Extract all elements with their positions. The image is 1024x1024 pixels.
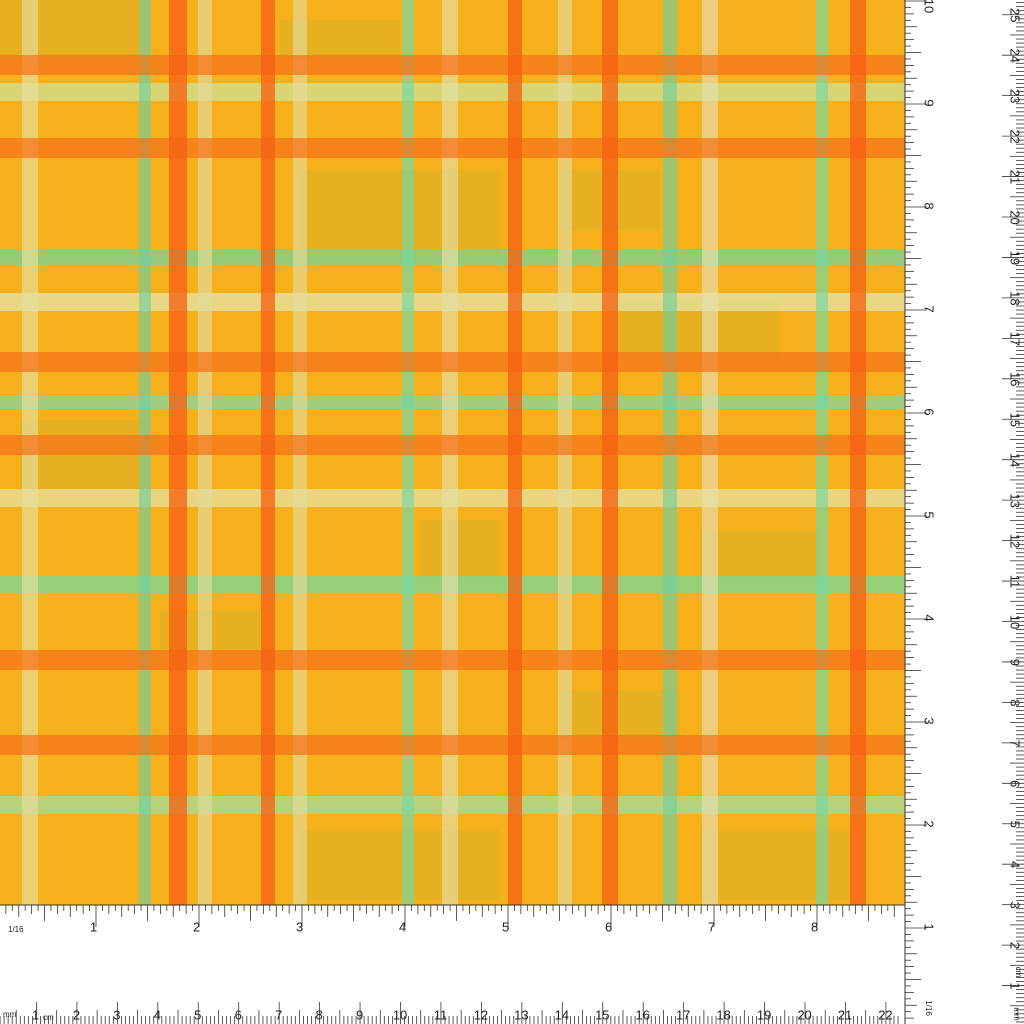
ruler-label: 7 xyxy=(275,1007,282,1022)
ruler-label: 16 xyxy=(636,1007,650,1022)
ruler-label: 5 xyxy=(502,919,509,934)
ruler-label: 2 xyxy=(193,919,200,934)
ruler-label: 14 xyxy=(1008,453,1023,467)
ruler-label: 16 xyxy=(1008,372,1023,386)
ruler-label: 22 xyxy=(878,1007,892,1022)
fabric-block xyxy=(300,830,500,900)
ruler-label: 1 xyxy=(90,919,97,934)
ruler-label: 3 xyxy=(1008,901,1023,908)
ruler-label: 20 xyxy=(1008,210,1023,224)
ruler-label: mm xyxy=(1012,1007,1021,1021)
ruler-label: 2 xyxy=(1008,942,1023,949)
ruler-label: 9 xyxy=(922,99,937,106)
ruler-label: 8 xyxy=(922,202,937,209)
ruler-label: 17 xyxy=(676,1007,690,1022)
fabric-stripe xyxy=(508,0,522,905)
ruler-label: 18 xyxy=(716,1007,730,1022)
ruler-label: 1/16 xyxy=(924,1000,933,1016)
fabric-stripe xyxy=(0,55,905,75)
ruler-label: 10 xyxy=(1008,615,1023,629)
ruler-label: 10 xyxy=(922,0,937,13)
fabric-stripe xyxy=(261,0,275,905)
fabric-stripe xyxy=(602,0,618,905)
ruler-label: 20 xyxy=(797,1007,811,1022)
ruler-label: 6 xyxy=(1008,780,1023,787)
ruler-label: 14 xyxy=(555,1007,569,1022)
ruler-label: 19 xyxy=(1008,251,1023,265)
fabric-stripe xyxy=(0,735,905,755)
ruler-label: 17 xyxy=(1008,332,1023,346)
ruler-label: 5 xyxy=(1008,821,1023,828)
fabric-stripe xyxy=(0,650,905,670)
fabric-stripe xyxy=(850,0,866,905)
ruler-label: 3 xyxy=(113,1007,120,1022)
ruler-label: 7 xyxy=(708,919,715,934)
ruler-label: 3 xyxy=(922,717,937,724)
ruler-label: 2 xyxy=(922,820,937,827)
ruler-label: 21 xyxy=(1008,170,1023,184)
ruler-label: 25 xyxy=(1008,8,1023,22)
ruler-label: 1 xyxy=(922,923,937,930)
ruler-label: 2 xyxy=(73,1007,80,1022)
fabric-stripe xyxy=(0,435,905,455)
ruler-label: 12 xyxy=(474,1007,488,1022)
ruler-label: 8 xyxy=(811,919,818,934)
ruler-label: 23 xyxy=(1008,89,1023,103)
fabric-block xyxy=(560,690,680,740)
ruler-label: 8 xyxy=(1008,699,1023,706)
ruler-label: 18 xyxy=(1008,291,1023,305)
fabric-block xyxy=(300,170,500,250)
ruler-label: cm xyxy=(43,1013,54,1022)
ruler-label: 4 xyxy=(154,1007,161,1022)
ruler-label: 3 xyxy=(296,919,303,934)
plaid-fabric xyxy=(0,0,905,905)
ruler-label: 6 xyxy=(922,408,937,415)
fabric-block xyxy=(420,520,500,580)
ruler-label: 5 xyxy=(194,1007,201,1022)
ruler-label: 19 xyxy=(757,1007,771,1022)
ruler-label: 4 xyxy=(1008,861,1023,868)
ruler-label: 6 xyxy=(605,919,612,934)
ruler-label: 12 xyxy=(1008,534,1023,548)
ruler-label: mm xyxy=(3,1010,17,1019)
fabric-block xyxy=(0,0,140,60)
ruler-label: 7 xyxy=(1008,740,1023,747)
ruler-label: 22 xyxy=(1008,129,1023,143)
ruler-label: 6 xyxy=(235,1007,242,1022)
ruler-label: 10 xyxy=(393,1007,407,1022)
ruler-label: 15 xyxy=(1008,412,1023,426)
ruler-label: 9 xyxy=(356,1007,363,1022)
ruler-label: 5 xyxy=(922,511,937,518)
ruler-label: 1/16 xyxy=(8,925,24,934)
ruler-label: 9 xyxy=(1008,659,1023,666)
fabric-block xyxy=(700,530,820,580)
fabric-stripe xyxy=(0,352,905,372)
ruler-label: 13 xyxy=(514,1007,528,1022)
ruler-label: 15 xyxy=(595,1007,609,1022)
ruler-label: 4 xyxy=(922,614,937,621)
ruler-label: 1 xyxy=(32,1007,39,1022)
ruler-label: cm xyxy=(1014,967,1023,978)
ruler-label: 21 xyxy=(838,1007,852,1022)
ruler-label: 4 xyxy=(399,919,406,934)
fabric-stripe xyxy=(0,138,905,158)
ruler-label: 7 xyxy=(922,305,937,312)
ruler-label: 11 xyxy=(434,1007,448,1022)
ruler-label: 24 xyxy=(1008,48,1023,62)
fabric-stripe xyxy=(169,0,187,905)
ruler-label: 11 xyxy=(1008,575,1023,589)
ruler-label: 1 xyxy=(1008,982,1023,989)
ruler-label: 13 xyxy=(1008,493,1023,507)
ruler-label: 8 xyxy=(316,1007,323,1022)
